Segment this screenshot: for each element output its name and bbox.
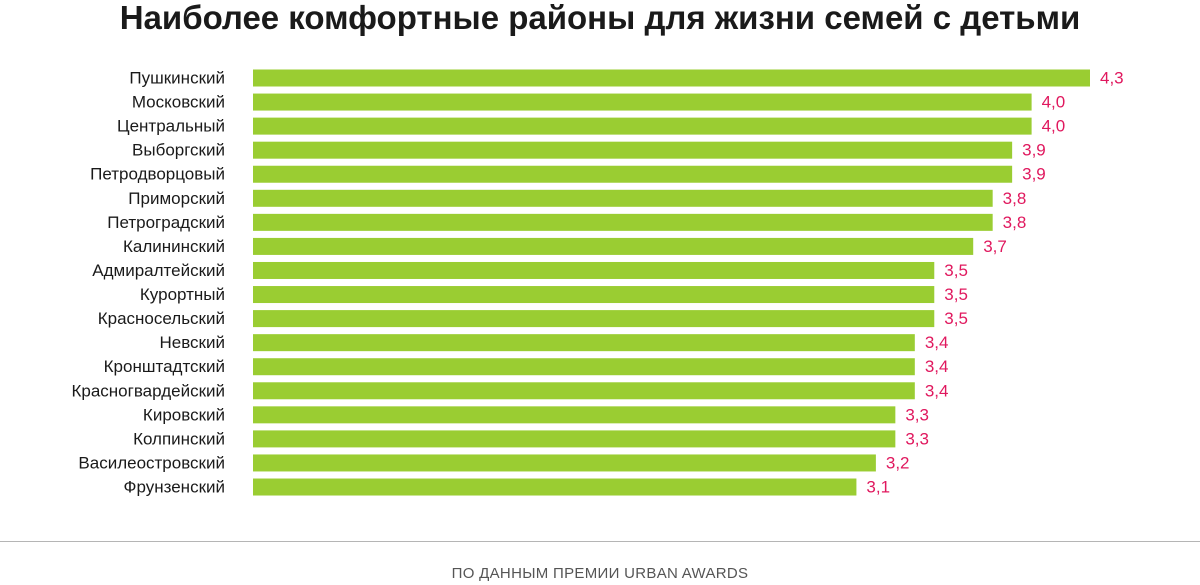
category-label: Калининский [123,237,225,256]
bar [253,261,935,279]
value-label: 3,5 [944,285,968,304]
bar [253,358,915,376]
category-label: Выборгский [132,141,225,160]
bar [253,237,974,255]
value-label: 3,4 [925,333,949,352]
category-label: Красносельский [98,309,225,328]
bar [253,93,1032,111]
value-label: 3,3 [905,429,929,448]
category-label: Приморский [128,189,225,208]
category-label: Невский [159,333,225,352]
category-label: Василеостровский [78,453,225,472]
bar [253,213,993,231]
value-label: 3,5 [944,261,968,280]
value-label: 3,8 [1003,189,1027,208]
chart-title: Наиболее комфортные районы для жизни сем… [119,0,1081,36]
category-label: Кировский [143,405,225,424]
category-label: Красногвардейский [71,381,225,400]
category-label: Пушкинский [129,69,225,88]
category-label: Курортный [140,285,225,304]
value-label: 4,0 [1042,117,1066,136]
value-label: 3,4 [925,381,949,400]
category-label: Центральный [117,117,225,136]
bar [253,478,857,496]
value-label: 3,9 [1022,141,1046,160]
category-label: Колпинский [133,429,225,448]
bar [253,382,915,400]
value-label: 3,4 [925,357,949,376]
bar [253,454,876,472]
bar [253,165,1013,183]
bar [253,430,896,448]
category-label: Петроградский [107,213,225,232]
category-label: Фрунзенский [124,478,225,497]
source-note: ПО ДАННЫМ ПРЕМИИ URBAN AWARDS [451,565,749,582]
bar [253,406,896,424]
value-label: 3,3 [905,405,929,424]
value-label: 3,2 [886,453,910,472]
value-label: 3,8 [1003,213,1027,232]
divider [0,541,1200,542]
value-label: 3,7 [983,237,1007,256]
bar [253,286,935,304]
bar-chart: Пушкинский 4,3 Московский 4,0 Центральный 4,0… [71,69,1124,497]
category-label: Адмиралтейский [92,261,225,280]
bar [253,69,1090,87]
bar [253,117,1032,135]
category-label: Петродворцовый [90,165,225,184]
value-label: 4,0 [1042,93,1066,112]
value-label: 4,3 [1100,69,1124,88]
bar [253,141,1013,159]
bar [253,334,915,352]
category-label: Кронштадтский [104,357,225,376]
bar [253,310,935,328]
category-label: Московский [132,93,225,112]
value-label: 3,5 [944,309,968,328]
value-label: 3,9 [1022,165,1046,184]
bar [253,189,993,207]
value-label: 3,1 [866,478,890,497]
